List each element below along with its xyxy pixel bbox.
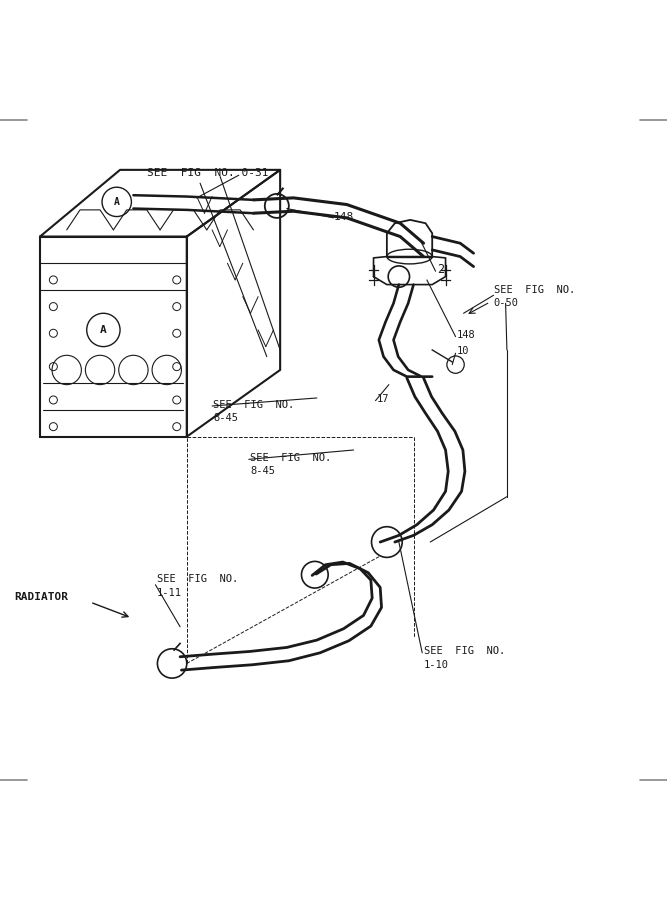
- Text: 2: 2: [437, 264, 444, 276]
- Text: SEE  FIG  NO.: SEE FIG NO.: [494, 285, 575, 295]
- Text: SEE  FIG  NO.: SEE FIG NO.: [157, 574, 238, 584]
- Text: 1-10: 1-10: [424, 660, 448, 670]
- Text: 148: 148: [334, 212, 354, 221]
- Text: 8-45: 8-45: [213, 413, 238, 423]
- Text: A: A: [100, 325, 107, 335]
- Text: 1-11: 1-11: [157, 588, 181, 598]
- Text: 17: 17: [377, 394, 390, 404]
- Text: SEE  FIG  NO.: SEE FIG NO.: [250, 453, 331, 463]
- Text: 8-45: 8-45: [250, 466, 275, 476]
- Text: SEE  FIG  NO. 0-31: SEE FIG NO. 0-31: [147, 168, 268, 178]
- Text: RADIATOR: RADIATOR: [15, 591, 69, 602]
- Text: A: A: [114, 197, 119, 207]
- Text: SEE  FIG  NO.: SEE FIG NO.: [424, 646, 505, 656]
- Text: 0-50: 0-50: [494, 298, 518, 309]
- Text: SEE  FIG  NO.: SEE FIG NO.: [213, 400, 295, 410]
- Text: 148: 148: [457, 330, 476, 340]
- Text: 10: 10: [457, 346, 470, 356]
